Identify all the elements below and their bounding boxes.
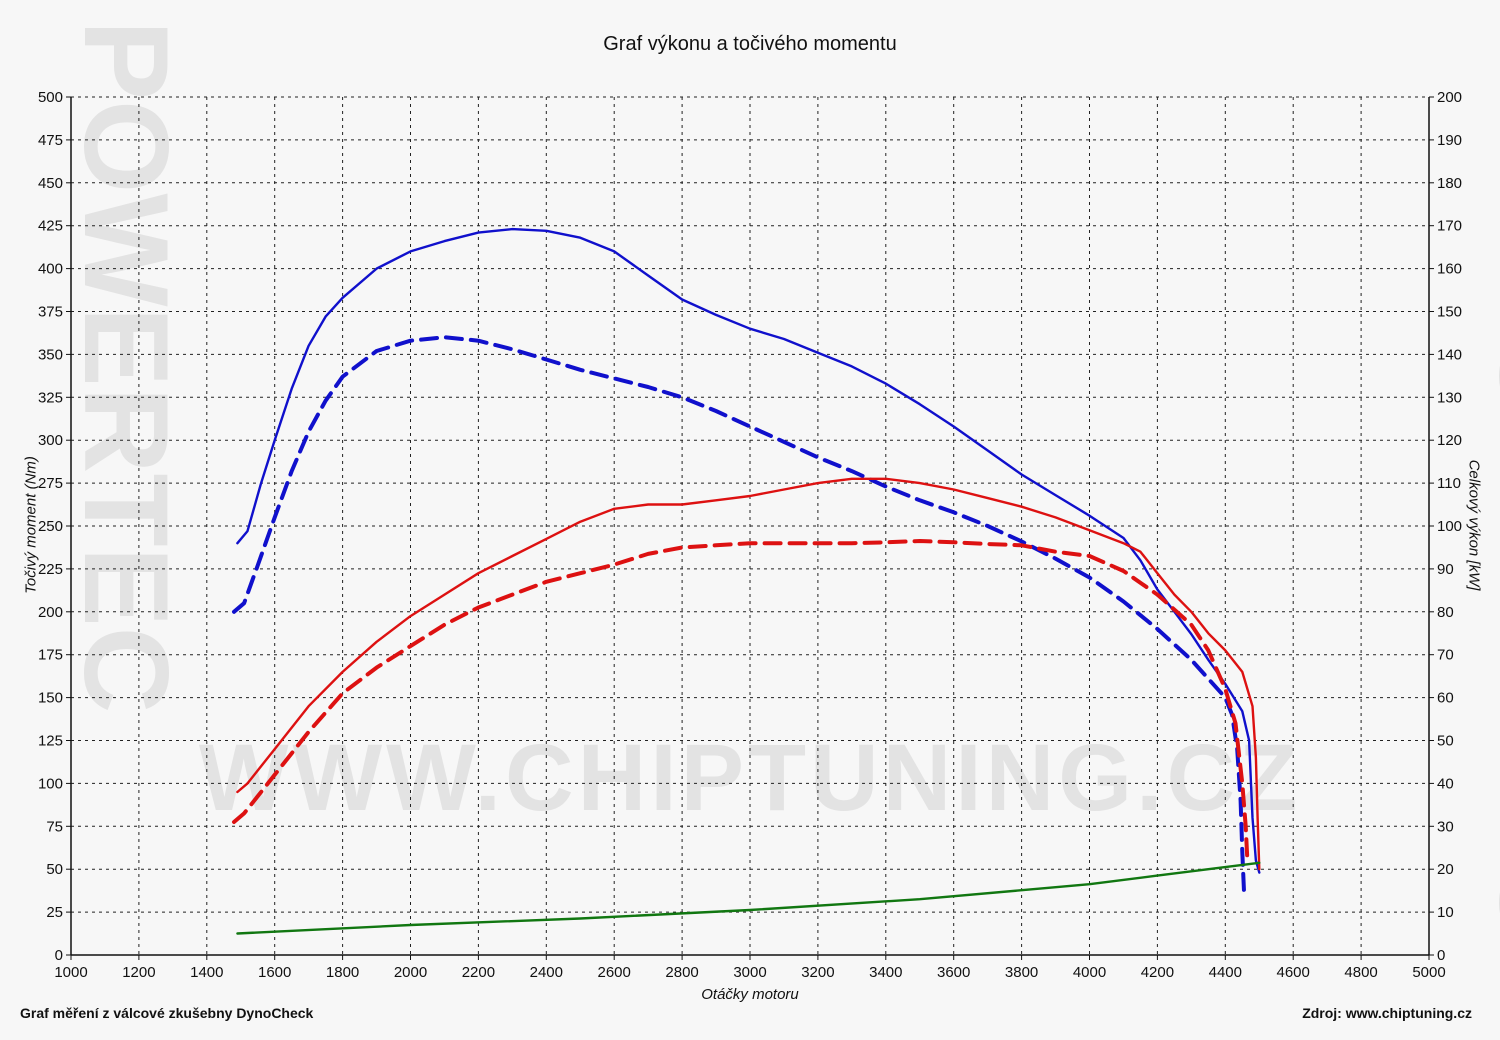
y-left-tick-label: 400 [38, 261, 63, 278]
x-tick-label: 3200 [801, 964, 834, 981]
y-right-tick-label: 90 [1437, 561, 1454, 578]
y-right-tick-label: 200 [1437, 89, 1462, 106]
series-line-blue-dashed-curve [232, 335, 1246, 894]
x-tick-label: 4600 [1277, 964, 1310, 981]
y-axis-right-label: Celkový výkon [kW] [1465, 459, 1483, 591]
footer-source-note: Graf měření z válcové zkušebny DynoCheck [20, 1005, 314, 1021]
x-axis-label: Otáčky motoru [701, 986, 799, 1003]
y-left-tick-label: 300 [38, 432, 63, 449]
x-tick-label: 1400 [190, 964, 223, 981]
y-right-tick-label: 130 [1437, 389, 1462, 406]
y-left-tick-label: 475 [38, 132, 63, 149]
y-right-tick-label: 180 [1437, 175, 1462, 192]
y-left-tick-label: 175 [38, 647, 63, 664]
y-left-tick-label: 325 [38, 389, 63, 406]
grid [70, 96, 1430, 956]
y-axis-left-label: Točivý moment (Nm) [22, 456, 40, 594]
x-tick-label: 4400 [1209, 964, 1242, 981]
x-tick-label: 3800 [1005, 964, 1038, 981]
x-tick-label: 2200 [462, 964, 495, 981]
y-left-tick-label: 450 [38, 175, 63, 192]
footer-credit: Zdroj: www.chiptuning.cz [1302, 1005, 1472, 1021]
x-tick-label: 2600 [598, 964, 631, 981]
y-right-tick-label: 170 [1437, 218, 1462, 235]
y-left-tick-label: 250 [38, 518, 63, 535]
y-right-tick-label: 150 [1437, 304, 1462, 321]
x-tick-label: 1200 [122, 964, 155, 981]
y-left-tick-label: 0 [55, 947, 63, 964]
y-right-tick-label: 10 [1437, 904, 1454, 921]
y-right-tick-label: 120 [1437, 432, 1462, 449]
y-left-tick-label: 275 [38, 475, 63, 492]
y-right-tick-label: 40 [1437, 775, 1454, 792]
y-right-tick-label: 110 [1437, 475, 1461, 492]
x-tick-label: 2800 [665, 964, 698, 981]
watermark-text: WWW.CHIPTUNING.CZ [199, 725, 1301, 831]
y-left-tick-label: 125 [38, 733, 63, 750]
y-right-tick-label: 80 [1437, 604, 1454, 621]
x-tick-label: 1000 [54, 964, 87, 981]
y-right-tick-label: 30 [1437, 818, 1454, 835]
y-right-tick-label: 140 [1437, 346, 1462, 363]
series-line-red-dashed-curve [232, 539, 1250, 863]
y-left-tick-label: 25 [46, 904, 63, 921]
y-left-tick-label: 200 [38, 604, 63, 621]
y-left-tick-label: 225 [38, 561, 63, 578]
y-right-tick-label: 20 [1437, 861, 1454, 878]
y-left-tick-label: 50 [46, 861, 63, 878]
y-right-tick-label: 60 [1437, 690, 1454, 707]
y-left-tick-label: 100 [38, 775, 63, 792]
y-left-tick-label: 150 [38, 690, 63, 707]
x-tick-label: 3000 [733, 964, 766, 981]
y-left-tick-label: 75 [46, 818, 63, 835]
y-right-tick-label: 160 [1437, 261, 1462, 278]
y-right-tick-label: 100 [1437, 518, 1462, 535]
y-left-tick-label: 500 [38, 89, 63, 106]
y-right-tick-label: 70 [1437, 647, 1454, 664]
y-left-tick-label: 375 [38, 304, 63, 321]
y-left-tick-label: 350 [38, 346, 63, 363]
watermark-side-right: POWERTEC [1474, 250, 1500, 943]
x-tick-label: 1800 [326, 964, 359, 981]
x-tick-label: 2000 [394, 964, 427, 981]
y-right-tick-label: 0 [1437, 947, 1445, 964]
series-line-green-solid-curve [236, 861, 1261, 935]
y-right-tick-label: 190 [1437, 132, 1462, 149]
x-tick-label: 3600 [937, 964, 970, 981]
series-line-red-solid-curve [236, 477, 1261, 871]
watermark-side-left: POWERTEC [59, 20, 193, 713]
series-group [232, 227, 1261, 935]
x-tick-label: 3400 [869, 964, 902, 981]
y-left-tick-label: 425 [38, 218, 63, 235]
y-right-tick-label: 50 [1437, 733, 1454, 750]
x-tick-label: 4200 [1141, 964, 1174, 981]
x-tick-label: 4000 [1073, 964, 1106, 981]
chart-title: Graf výkonu a točivého momentu [603, 33, 897, 55]
x-tick-label: 1600 [258, 964, 291, 981]
x-tick-label: 4800 [1344, 964, 1377, 981]
x-tick-label: 5000 [1412, 964, 1445, 981]
x-tick-label: 2400 [530, 964, 563, 981]
series-line-blue-solid-curve [236, 227, 1261, 874]
ticks: 1000 1200 1400 1600 1800 2000 2200 2400 2600 2800… [38, 89, 1462, 981]
